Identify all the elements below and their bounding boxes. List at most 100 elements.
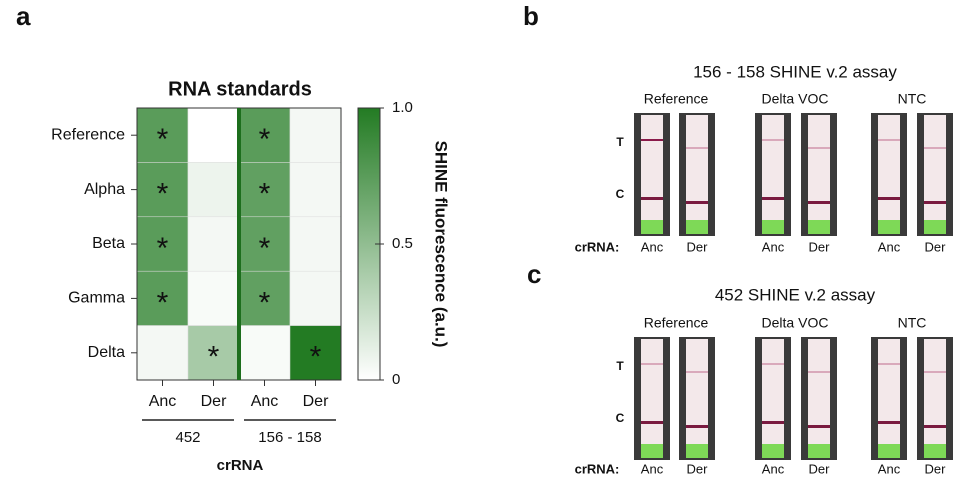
panel-letter: c — [527, 259, 541, 289]
heatmap-cell — [187, 216, 240, 272]
significance-star: * — [259, 123, 271, 156]
strip — [924, 339, 946, 458]
strip — [641, 115, 663, 234]
test-line — [686, 147, 708, 149]
panel-title: 156 - 158 SHINE v.2 assay — [693, 62, 897, 81]
strip — [686, 339, 708, 458]
strip — [878, 339, 900, 458]
strip — [808, 339, 830, 458]
line-label: C — [616, 411, 625, 425]
heatmap-cell — [238, 216, 291, 272]
test-line — [762, 363, 784, 365]
sample-pad — [808, 444, 830, 458]
heatmap-cell — [238, 107, 291, 163]
lane-group-header: Reference — [644, 91, 709, 107]
line-label: C — [616, 187, 625, 201]
test-line — [641, 139, 663, 141]
sample-pad — [686, 444, 708, 458]
heatmap-cell — [136, 216, 189, 272]
control-line — [641, 197, 663, 200]
control-line — [924, 425, 946, 428]
control-line — [686, 425, 708, 428]
lane-label: Anc — [878, 461, 901, 476]
lane-label: Der — [925, 461, 947, 476]
control-line — [808, 201, 830, 204]
panel-letter: a — [16, 1, 31, 31]
lane-label: Anc — [878, 239, 901, 254]
lane-label: Anc — [762, 239, 785, 254]
heatmap-cell — [136, 162, 189, 218]
significance-star: * — [259, 178, 271, 211]
x-tick-label: Der — [303, 393, 329, 410]
x-tick-label: Anc — [149, 393, 177, 410]
lane-group-header: NTC — [898, 91, 927, 107]
panel-letter: b — [523, 1, 539, 31]
sample-pad — [808, 220, 830, 234]
colorbar-tick-label: 0.5 — [392, 235, 413, 252]
strip — [762, 115, 784, 234]
row-label: crRNA: — [575, 239, 620, 254]
significance-star: * — [157, 286, 169, 319]
test-line — [762, 139, 784, 141]
strip — [762, 339, 784, 458]
heatmap-cell — [187, 162, 240, 218]
lane-group-header: Reference — [644, 315, 709, 331]
lane-label: Der — [687, 461, 709, 476]
lane-group-header: Delta VOC — [762, 315, 829, 331]
y-tick-label: Gamma — [68, 290, 125, 307]
test-line — [924, 371, 946, 373]
test-line — [808, 147, 830, 149]
strip — [808, 115, 830, 234]
lane-label: Anc — [641, 461, 664, 476]
lane-label: Der — [925, 239, 947, 254]
y-tick-label: Alpha — [84, 181, 125, 198]
heatmap-cell — [238, 270, 291, 326]
y-tick-label: Beta — [92, 235, 125, 252]
y-tick-label: Reference — [51, 126, 125, 143]
control-line — [686, 201, 708, 204]
colorbar-title: SHINE fluorescence (a.u.) — [432, 141, 451, 348]
colorbar-tick-label: 1.0 — [392, 99, 413, 116]
x-tick-label: Anc — [251, 393, 279, 410]
significance-star: * — [259, 286, 271, 319]
heatmap-cell — [136, 325, 189, 381]
group-label: 156 - 158 — [258, 429, 321, 446]
line-label: T — [616, 135, 624, 149]
lane-label: Der — [809, 461, 831, 476]
significance-star: * — [259, 232, 271, 265]
sample-pad — [878, 444, 900, 458]
significance-star: * — [208, 341, 220, 374]
sample-pad — [924, 444, 946, 458]
test-line — [641, 363, 663, 365]
heatmap-cell — [238, 325, 291, 381]
significance-star: * — [310, 341, 322, 374]
lane-group-header: Delta VOC — [762, 91, 829, 107]
sample-pad — [878, 220, 900, 234]
heatmap-cell — [289, 325, 342, 381]
control-line — [641, 421, 663, 424]
strip — [641, 339, 663, 458]
heatmap-cell — [238, 162, 291, 218]
sample-pad — [762, 220, 784, 234]
x-tick-label: Der — [201, 393, 227, 410]
control-line — [924, 201, 946, 204]
sample-pad — [762, 444, 784, 458]
significance-star: * — [157, 232, 169, 265]
test-line — [924, 147, 946, 149]
heatmap-cell — [136, 107, 189, 163]
significance-star: * — [157, 123, 169, 156]
chart-title: RNA standards — [168, 78, 312, 100]
sample-pad — [641, 444, 663, 458]
sample-pad — [924, 220, 946, 234]
lane-label: Der — [687, 239, 709, 254]
lane-label: Anc — [641, 239, 664, 254]
test-line — [878, 139, 900, 141]
heatmap-cell — [289, 216, 342, 272]
control-line — [762, 421, 784, 424]
heatmap-cell — [187, 107, 240, 163]
control-line — [808, 425, 830, 428]
test-line — [686, 371, 708, 373]
lane-label: Der — [809, 239, 831, 254]
heatmap-cell — [289, 162, 342, 218]
x-axis-title: crRNA — [217, 457, 264, 474]
